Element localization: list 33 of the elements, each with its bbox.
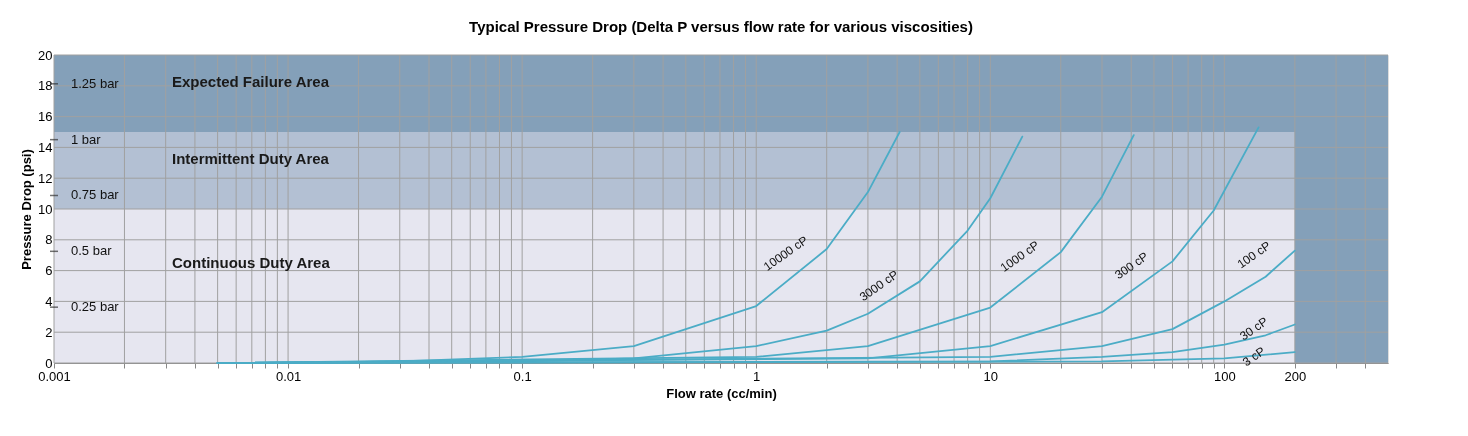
y2-tick-label: 0.75 bar <box>71 187 120 203</box>
y-tick-label: 4 <box>45 293 53 309</box>
band-label: Expected Failure Area <box>172 72 330 90</box>
text: 30 cP <box>1237 314 1271 344</box>
y2-tick-label: 1.25 bar <box>71 75 120 91</box>
x-tick-label: 200 <box>1284 368 1307 384</box>
y-tick-label: 8 <box>45 232 53 248</box>
x-tick-label: 0.001 <box>38 368 71 384</box>
y-tick-label: 0 <box>45 355 53 371</box>
y2-tick-label: 1 bar <box>71 131 102 147</box>
y-tick-label: 12 <box>38 170 53 186</box>
y2-tick-label: 0.5 bar <box>71 243 113 259</box>
x-tick-label: 0.1 <box>513 368 532 384</box>
x-tick-label: 10 <box>983 368 999 384</box>
y-tick-label: 18 <box>38 78 53 94</box>
y-tick-label: 10 <box>38 201 53 217</box>
x-tick-label: 1 <box>753 368 761 384</box>
y-tick-label: 6 <box>45 263 53 279</box>
band-label: Continuous Duty Area <box>172 253 331 271</box>
x-axis-title: Flow rate (cc/min) <box>666 385 777 401</box>
y2-tick-label: 0.25 bar <box>71 299 120 315</box>
y-tick-label: 14 <box>38 139 53 155</box>
y-tick-label: 16 <box>38 109 53 125</box>
y-tick-label: 2 <box>45 324 53 340</box>
y-axis-title: Pressure Drop (psi) <box>19 149 35 270</box>
text: 3 cP <box>1240 343 1268 370</box>
y-tick-label: 20 <box>38 47 53 63</box>
band-label: Intermittent Duty Area <box>172 149 330 167</box>
chart-title: Typical Pressure Drop (Delta P versus flow rate for various viscosities) <box>469 18 973 35</box>
x-tick-label: 0.01 <box>275 368 302 384</box>
text: 300 cP <box>1112 249 1151 283</box>
text: 100 cP <box>1234 238 1274 272</box>
x-tick-label: 100 <box>1214 368 1236 384</box>
